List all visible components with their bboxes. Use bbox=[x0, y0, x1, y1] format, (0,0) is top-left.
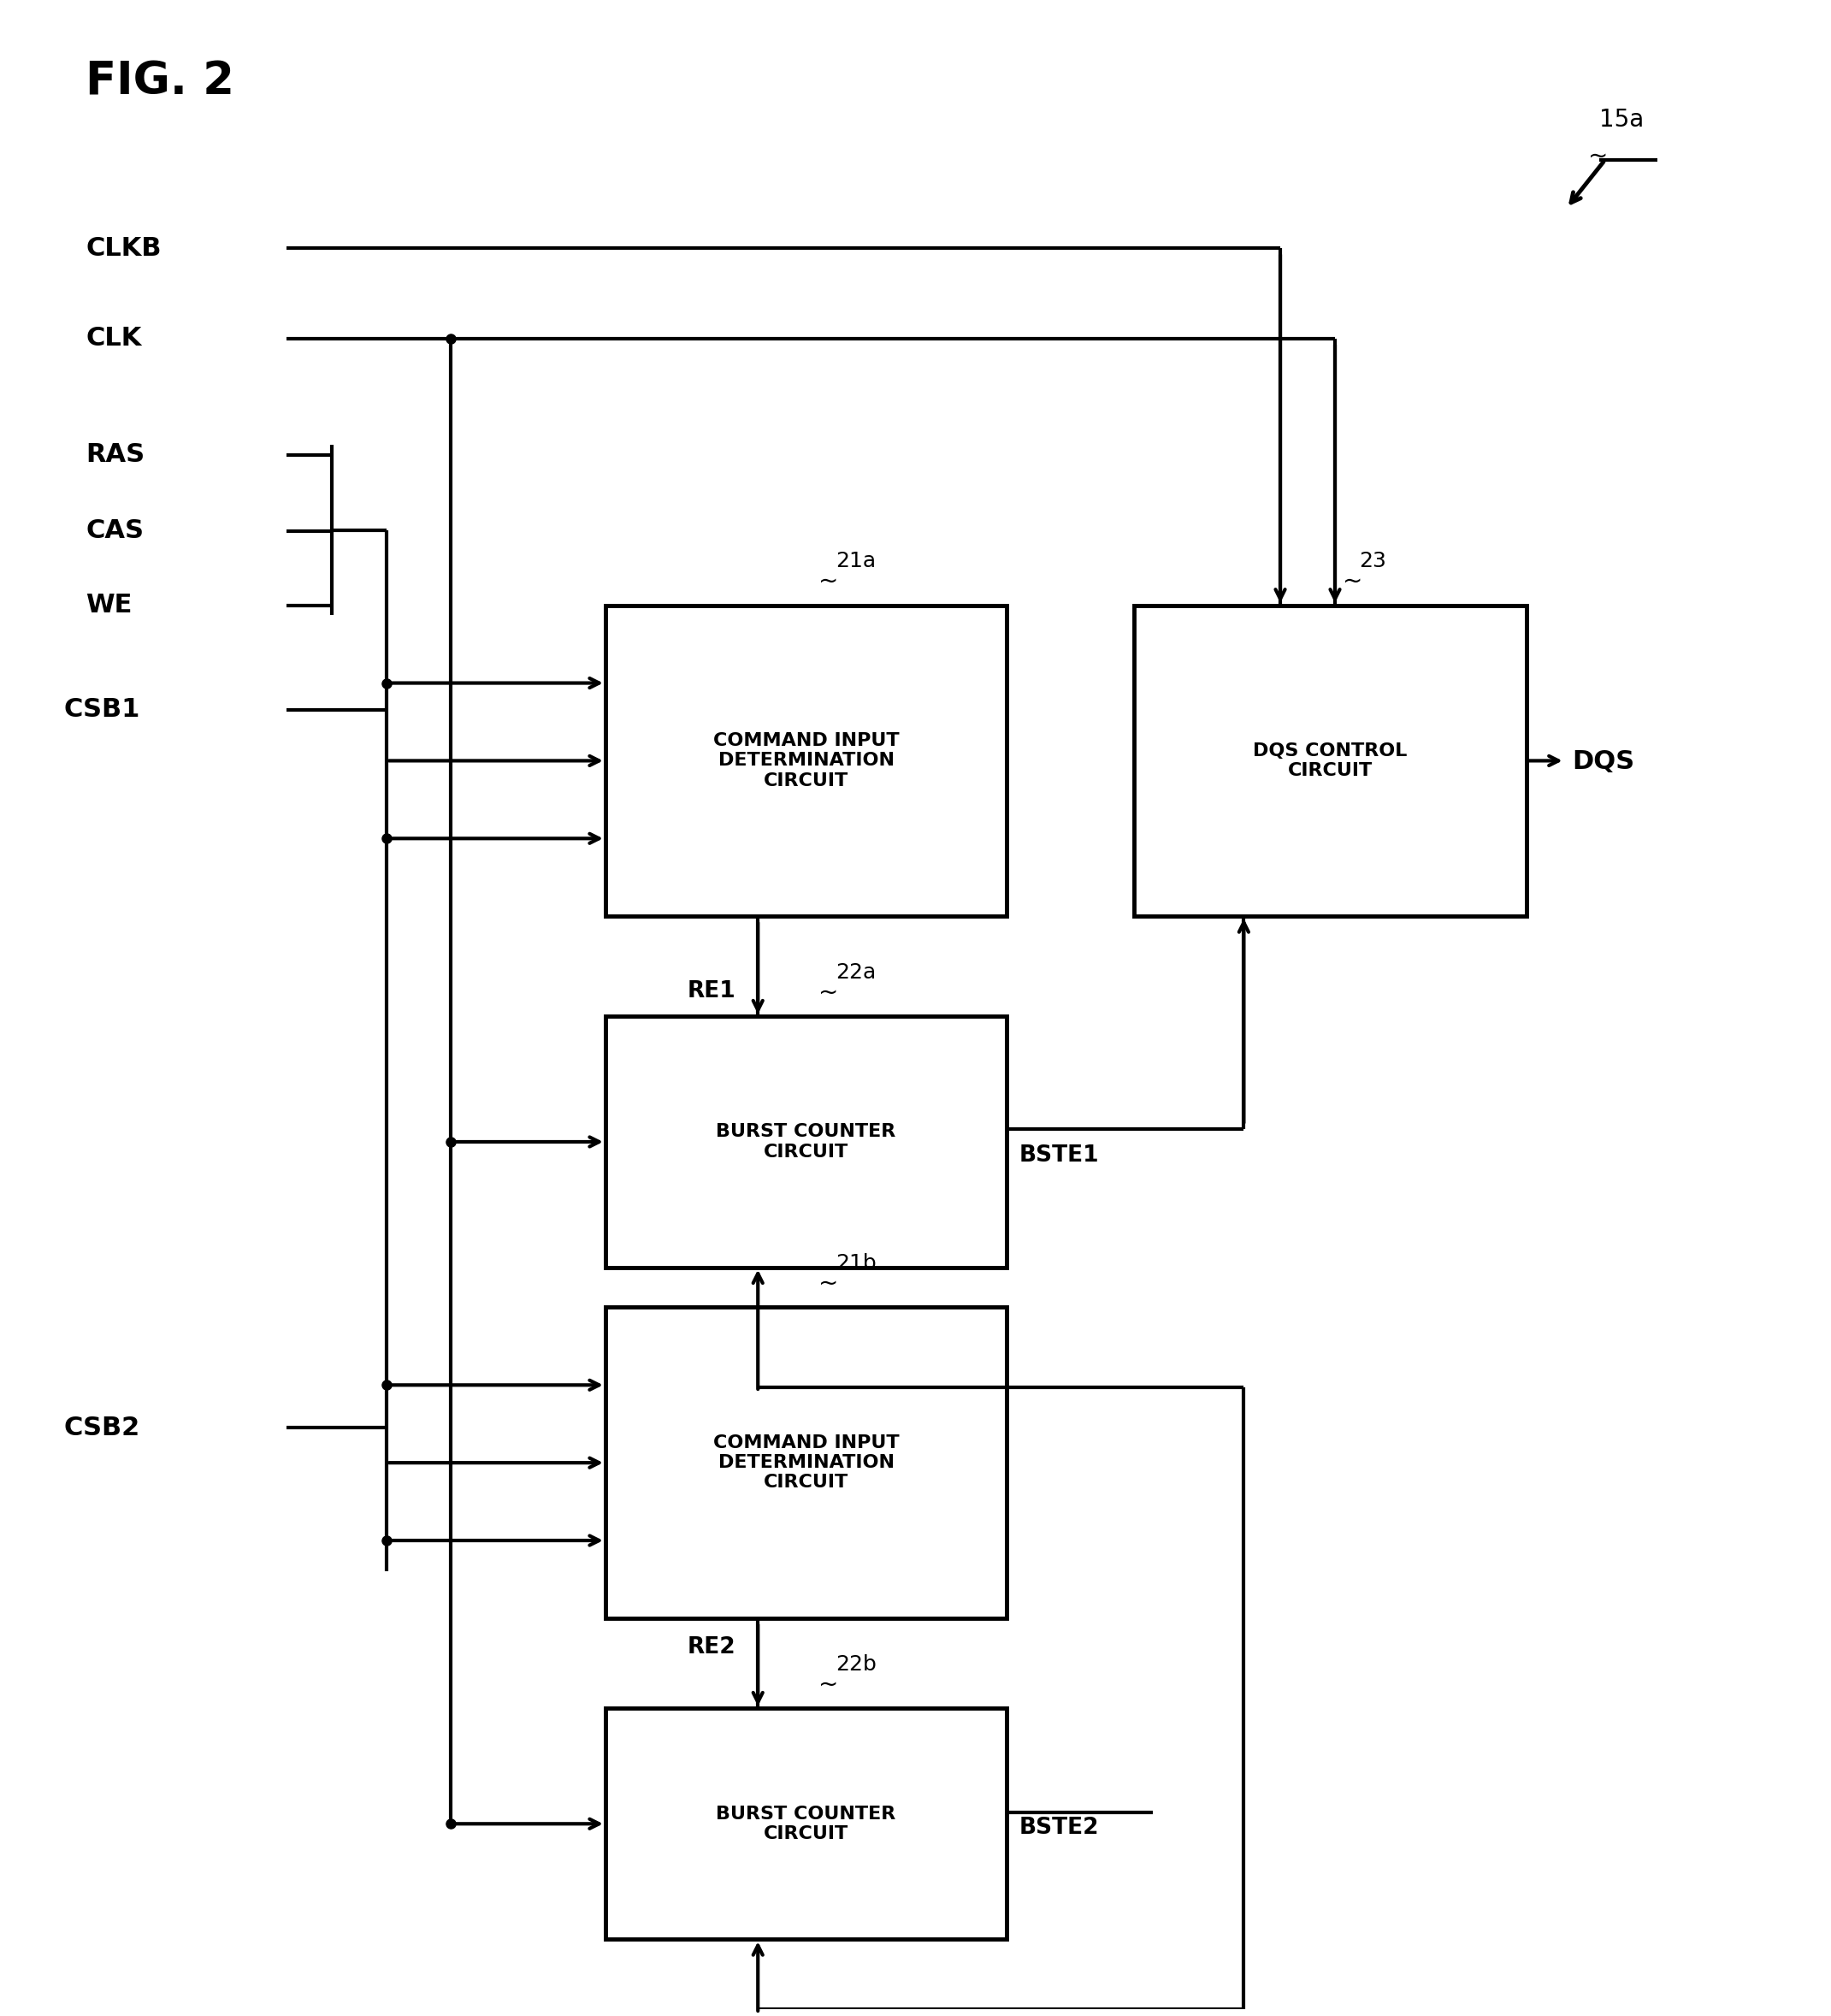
Text: BURST COUNTER
CIRCUIT: BURST COUNTER CIRCUIT bbox=[716, 1804, 895, 1843]
Text: CLKB: CLKB bbox=[86, 236, 161, 260]
Text: 21b: 21b bbox=[835, 1252, 875, 1274]
Text: BSTE1: BSTE1 bbox=[1020, 1145, 1100, 1167]
Bar bbox=[606, 1306, 1007, 1619]
Text: FIG. 2: FIG. 2 bbox=[86, 60, 234, 105]
Text: CLK: CLK bbox=[86, 327, 141, 351]
Text: ~: ~ bbox=[1589, 143, 1608, 167]
Text: ~: ~ bbox=[818, 980, 839, 1004]
Text: RAS: RAS bbox=[86, 442, 145, 468]
Text: 22a: 22a bbox=[835, 962, 875, 982]
Text: BSTE2: BSTE2 bbox=[1020, 1816, 1099, 1839]
Text: DQS: DQS bbox=[1573, 750, 1635, 774]
Text: RE1: RE1 bbox=[687, 980, 736, 1002]
Text: CSB1: CSB1 bbox=[64, 698, 141, 722]
Text: ~: ~ bbox=[1342, 569, 1362, 593]
Text: RE2: RE2 bbox=[687, 1637, 736, 1659]
Bar bbox=[606, 1016, 1007, 1268]
Text: DQS CONTROL
CIRCUIT: DQS CONTROL CIRCUIT bbox=[1252, 742, 1408, 780]
Text: WE: WE bbox=[86, 593, 132, 617]
Bar bbox=[606, 1708, 1007, 1939]
Text: 21a: 21a bbox=[835, 550, 875, 571]
Text: 22b: 22b bbox=[835, 1653, 877, 1675]
Text: CAS: CAS bbox=[86, 518, 145, 544]
Text: COMMAND INPUT
DETERMINATION
CIRCUIT: COMMAND INPUT DETERMINATION CIRCUIT bbox=[712, 732, 899, 788]
Text: COMMAND INPUT
DETERMINATION
CIRCUIT: COMMAND INPUT DETERMINATION CIRCUIT bbox=[712, 1433, 899, 1492]
Text: 15a: 15a bbox=[1600, 109, 1644, 131]
Text: BURST COUNTER
CIRCUIT: BURST COUNTER CIRCUIT bbox=[716, 1123, 895, 1161]
Bar bbox=[606, 605, 1007, 915]
Text: 23: 23 bbox=[1359, 550, 1386, 571]
Text: ~: ~ bbox=[818, 1673, 839, 1695]
Text: ~: ~ bbox=[818, 1272, 839, 1294]
Text: CSB2: CSB2 bbox=[64, 1415, 141, 1439]
Bar bbox=[1135, 605, 1527, 915]
Text: ~: ~ bbox=[818, 569, 839, 593]
